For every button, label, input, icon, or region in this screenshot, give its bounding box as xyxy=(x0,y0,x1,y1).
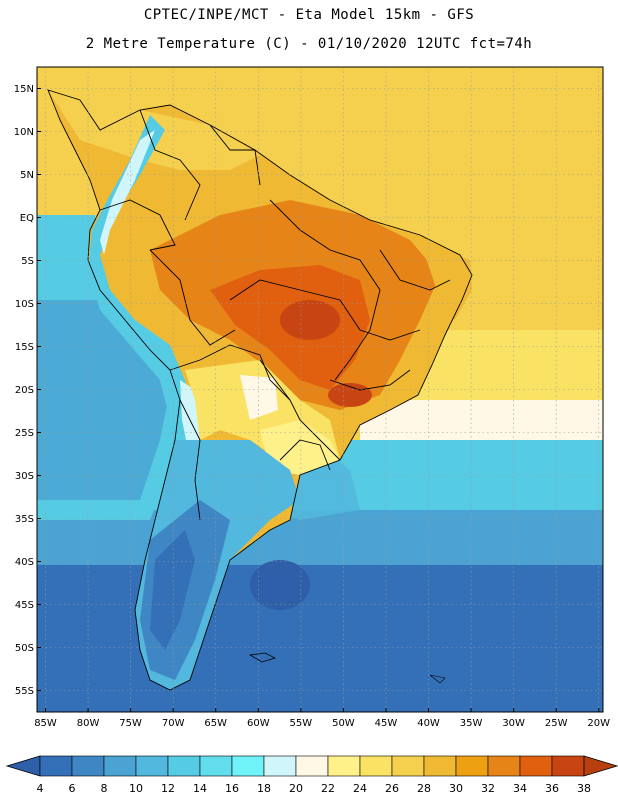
colorbar-segment xyxy=(327,755,361,777)
lat-tick-label: 15S xyxy=(15,342,34,353)
colorbar-segment xyxy=(455,755,489,777)
colorbar-tick-label: 30 xyxy=(449,782,463,795)
lon-tick-label: 20W xyxy=(587,718,610,729)
lat-tick-label: 10S xyxy=(15,299,34,310)
lat-tick-label: 50S xyxy=(15,643,34,654)
hottest-core xyxy=(280,300,340,340)
lat-tick-label: 35S xyxy=(15,514,34,525)
border-paraguay-brazil xyxy=(259,359,341,461)
colorbar-segment xyxy=(391,755,425,777)
lat-tick-label: 5S xyxy=(21,256,34,267)
lon-tick-label: 40W xyxy=(417,718,440,729)
lat-tick-label: 20S xyxy=(15,385,34,396)
colorbar-tick-label: 4 xyxy=(37,782,44,795)
lon-tick-label: 45W xyxy=(375,718,398,729)
colorbar-segment xyxy=(551,755,585,777)
colorbar-tick-label: 12 xyxy=(161,782,175,795)
lon-tick-label: 60W xyxy=(247,718,270,729)
colorbar-segment xyxy=(295,755,329,777)
lat-tick-label: EQ xyxy=(20,213,34,224)
colorbar: 4 6 8 10 12 14 16 18 20 22 24 26 28 30 32 34 36 38 xyxy=(5,755,618,795)
lon-tick-label: 85W xyxy=(34,718,57,729)
border-venezuela-guyana xyxy=(209,124,261,186)
colorbar-tick-label: 36 xyxy=(545,782,559,795)
title-line-2: 2 Metre Temperature (C) - 01/10/2020 12U… xyxy=(85,36,533,52)
pampa-north xyxy=(260,420,340,475)
colorbar-segment xyxy=(103,755,137,777)
colorbar-tick-label: 26 xyxy=(385,782,399,795)
colorbar-segment xyxy=(199,755,233,777)
border-bolivia xyxy=(169,344,291,401)
cold-eddy xyxy=(250,560,310,610)
northeast-coast xyxy=(420,240,472,320)
lat-tick-label: 40S xyxy=(15,557,34,568)
coastline xyxy=(47,89,473,691)
colorbar-tick-label: 14 xyxy=(193,782,207,795)
lat-tick-label: 10N xyxy=(14,127,34,138)
border-brazil-states-4 xyxy=(329,369,411,391)
colorbar-tick-label: 28 xyxy=(417,782,431,795)
longitude-axis: 85W 80W 75W 70W 65W 60W 55W 50W 45W 40W 35W 30W 25W 2… xyxy=(34,708,610,729)
colorbar-segment xyxy=(487,755,521,777)
colorbar-low-arrow xyxy=(5,755,41,777)
colorbar-tick-label: 18 xyxy=(257,782,271,795)
colorbar-segment xyxy=(135,755,169,777)
patagonia-colder xyxy=(150,530,195,650)
chaco-mild xyxy=(240,375,278,420)
colorbar-tick-label: 8 xyxy=(101,782,108,795)
latitude-axis: 15N 10N 5N EQ 5S 10S 15S 20S 25S 30S 35S 40S 45S 50S 5… xyxy=(14,84,41,697)
lon-tick-label: 75W xyxy=(119,718,142,729)
lon-tick-label: 70W xyxy=(162,718,185,729)
colorbar-high-arrow xyxy=(583,755,618,777)
lon-tick-label: 25W xyxy=(545,718,568,729)
andes-high-north xyxy=(100,130,155,255)
border-chile-argentina xyxy=(179,399,201,521)
border-colombia-peru xyxy=(99,199,176,251)
colorbar-tick-label: 6 xyxy=(69,782,76,795)
colorbar-tick-label: 32 xyxy=(481,782,495,795)
colorbar-tick-label: 38 xyxy=(577,782,591,795)
lon-tick-label: 50W xyxy=(332,718,355,729)
border-peru-brazil xyxy=(149,249,236,346)
lat-tick-label: 55S xyxy=(15,686,34,697)
colorbar-segment xyxy=(231,755,265,777)
colorbar-tick-label: 24 xyxy=(353,782,367,795)
border-brazil-states-5 xyxy=(229,279,301,301)
colorbar-tick-label: 20 xyxy=(289,782,303,795)
colorbar-segment xyxy=(359,755,393,777)
colorbar-tick-label: 10 xyxy=(129,782,143,795)
colorbar-segment xyxy=(263,755,297,777)
colorbar-tick-label: 22 xyxy=(321,782,335,795)
lat-tick-label: 30S xyxy=(15,471,34,482)
colorbar-segment xyxy=(167,755,201,777)
colorbar-segment xyxy=(519,755,553,777)
south-georgia xyxy=(429,674,446,684)
lat-tick-label: 5N xyxy=(20,170,34,181)
colorbar-segment xyxy=(71,755,105,777)
lon-tick-label: 80W xyxy=(77,718,100,729)
lon-tick-label: 30W xyxy=(502,718,525,729)
lat-tick-label: 25S xyxy=(15,428,34,439)
hot-core-southeast xyxy=(328,383,372,407)
lat-tick-label: 45S xyxy=(15,600,34,611)
borders xyxy=(47,89,473,691)
colorbar-segment xyxy=(39,755,73,777)
colorbar-tick-label: 16 xyxy=(225,782,239,795)
lat-tick-label: 15N xyxy=(14,84,34,95)
colorbar-tick-label: 34 xyxy=(513,782,527,795)
lon-tick-label: 65W xyxy=(204,718,227,729)
lon-tick-label: 55W xyxy=(290,718,313,729)
border-brazil-states-2 xyxy=(299,289,421,341)
falkland-islands xyxy=(248,652,277,663)
border-uruguay xyxy=(279,439,331,471)
colorbar-segment xyxy=(423,755,457,777)
ocean-band-cold xyxy=(37,565,603,712)
lon-tick-label: 35W xyxy=(460,718,483,729)
title-line-1: CPTEC/INPE/MCT - Eta Model 15km - GFS xyxy=(143,7,475,23)
border-colombia-venezuela xyxy=(139,109,201,221)
border-brazil-states-1 xyxy=(269,199,381,381)
border-brazil-states-3 xyxy=(379,249,451,291)
